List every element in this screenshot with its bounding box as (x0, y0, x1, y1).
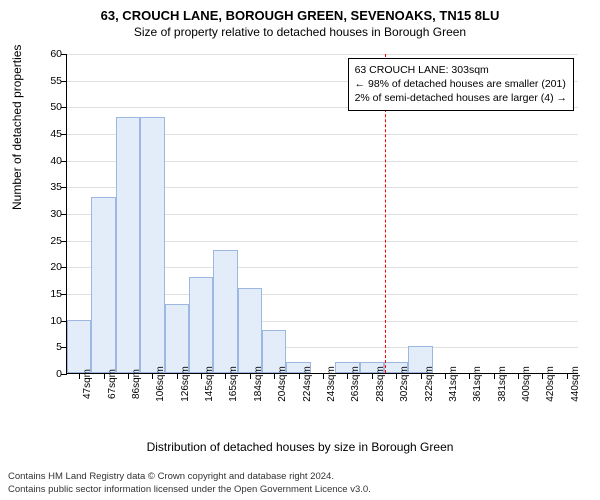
y-tick-label: 60 (38, 48, 62, 60)
x-tick-label: 381sqm (497, 366, 508, 402)
y-tick-label: 10 (38, 315, 62, 327)
chart-area: 05101520253035404550556047sqm67sqm86sqm1… (48, 54, 578, 404)
chart-container: 63, CROUCH LANE, BOROUGH GREEN, SEVENOAK… (0, 0, 600, 500)
gridline (67, 54, 578, 55)
histogram-bar (238, 288, 262, 373)
x-tick (79, 373, 80, 379)
x-tick (104, 373, 105, 379)
x-tick-label: 243sqm (326, 366, 337, 402)
x-tick-label: 302sqm (399, 366, 410, 402)
x-axis-label: Distribution of detached houses by size … (0, 440, 600, 454)
x-tick (421, 373, 422, 379)
footer-line2: Contains public sector information licen… (8, 484, 592, 496)
x-tick-label: 440sqm (570, 366, 581, 402)
x-tick-label: 263sqm (350, 366, 361, 402)
histogram-bar (213, 250, 237, 373)
x-tick (372, 373, 373, 379)
plot-area: 05101520253035404550556047sqm67sqm86sqm1… (66, 54, 578, 374)
x-tick-label: 47sqm (82, 369, 93, 399)
x-tick-label: 322sqm (424, 366, 435, 402)
x-tick (494, 373, 495, 379)
y-tick-label: 5 (38, 341, 62, 353)
x-tick-label: 67sqm (107, 369, 118, 399)
x-tick (274, 373, 275, 379)
x-tick (299, 373, 300, 379)
y-tick-label: 45 (38, 128, 62, 140)
histogram-bar (91, 197, 115, 373)
x-tick-label: 184sqm (253, 366, 264, 402)
y-tick-label: 55 (38, 75, 62, 87)
chart-subtitle: Size of property relative to detached ho… (0, 23, 600, 39)
footer: Contains HM Land Registry data © Crown c… (8, 471, 592, 496)
x-tick (567, 373, 568, 379)
x-tick (445, 373, 446, 379)
annotation-line1: 63 CROUCH LANE: 303sqm (355, 63, 567, 77)
histogram-bar (140, 117, 164, 373)
y-tick-label: 30 (38, 208, 62, 220)
x-tick-label: 165sqm (228, 366, 239, 402)
y-axis-label: Number of detached properties (10, 45, 24, 210)
y-tick-label: 25 (38, 235, 62, 247)
y-tick-label: 20 (38, 261, 62, 273)
x-tick-label: 204sqm (277, 366, 288, 402)
x-tick (152, 373, 153, 379)
histogram-bar (189, 277, 213, 373)
x-tick (542, 373, 543, 379)
x-tick-label: 341sqm (448, 366, 459, 402)
x-tick-label: 400sqm (521, 366, 532, 402)
x-tick (469, 373, 470, 379)
histogram-bar (116, 117, 140, 373)
annotation-line2: ← 98% of detached houses are smaller (20… (355, 77, 567, 91)
x-tick-label: 283sqm (375, 366, 386, 402)
x-tick-label: 145sqm (204, 366, 215, 402)
histogram-bar (165, 304, 189, 373)
chart-title-address: 63, CROUCH LANE, BOROUGH GREEN, SEVENOAK… (0, 0, 600, 23)
annotation-line3: 2% of semi-detached houses are larger (4… (355, 91, 567, 105)
y-tick-label: 15 (38, 288, 62, 300)
x-tick (177, 373, 178, 379)
x-tick (128, 373, 129, 379)
x-tick (250, 373, 251, 379)
x-tick (347, 373, 348, 379)
x-tick-label: 126sqm (180, 366, 191, 402)
x-tick-label: 86sqm (131, 369, 142, 399)
annotation-box: 63 CROUCH LANE: 303sqm← 98% of detached … (348, 58, 574, 111)
x-tick (396, 373, 397, 379)
y-tick-label: 50 (38, 101, 62, 113)
x-tick-label: 420sqm (545, 366, 556, 402)
x-tick (225, 373, 226, 379)
y-tick-label: 35 (38, 181, 62, 193)
x-tick-label: 106sqm (155, 366, 166, 402)
y-tick-label: 0 (38, 368, 62, 380)
x-tick (518, 373, 519, 379)
x-tick-label: 224sqm (302, 366, 313, 402)
histogram-bar (67, 320, 91, 373)
footer-line1: Contains HM Land Registry data © Crown c… (8, 471, 592, 483)
y-tick-label: 40 (38, 155, 62, 167)
x-tick (323, 373, 324, 379)
x-tick-label: 361sqm (472, 366, 483, 402)
x-tick (201, 373, 202, 379)
